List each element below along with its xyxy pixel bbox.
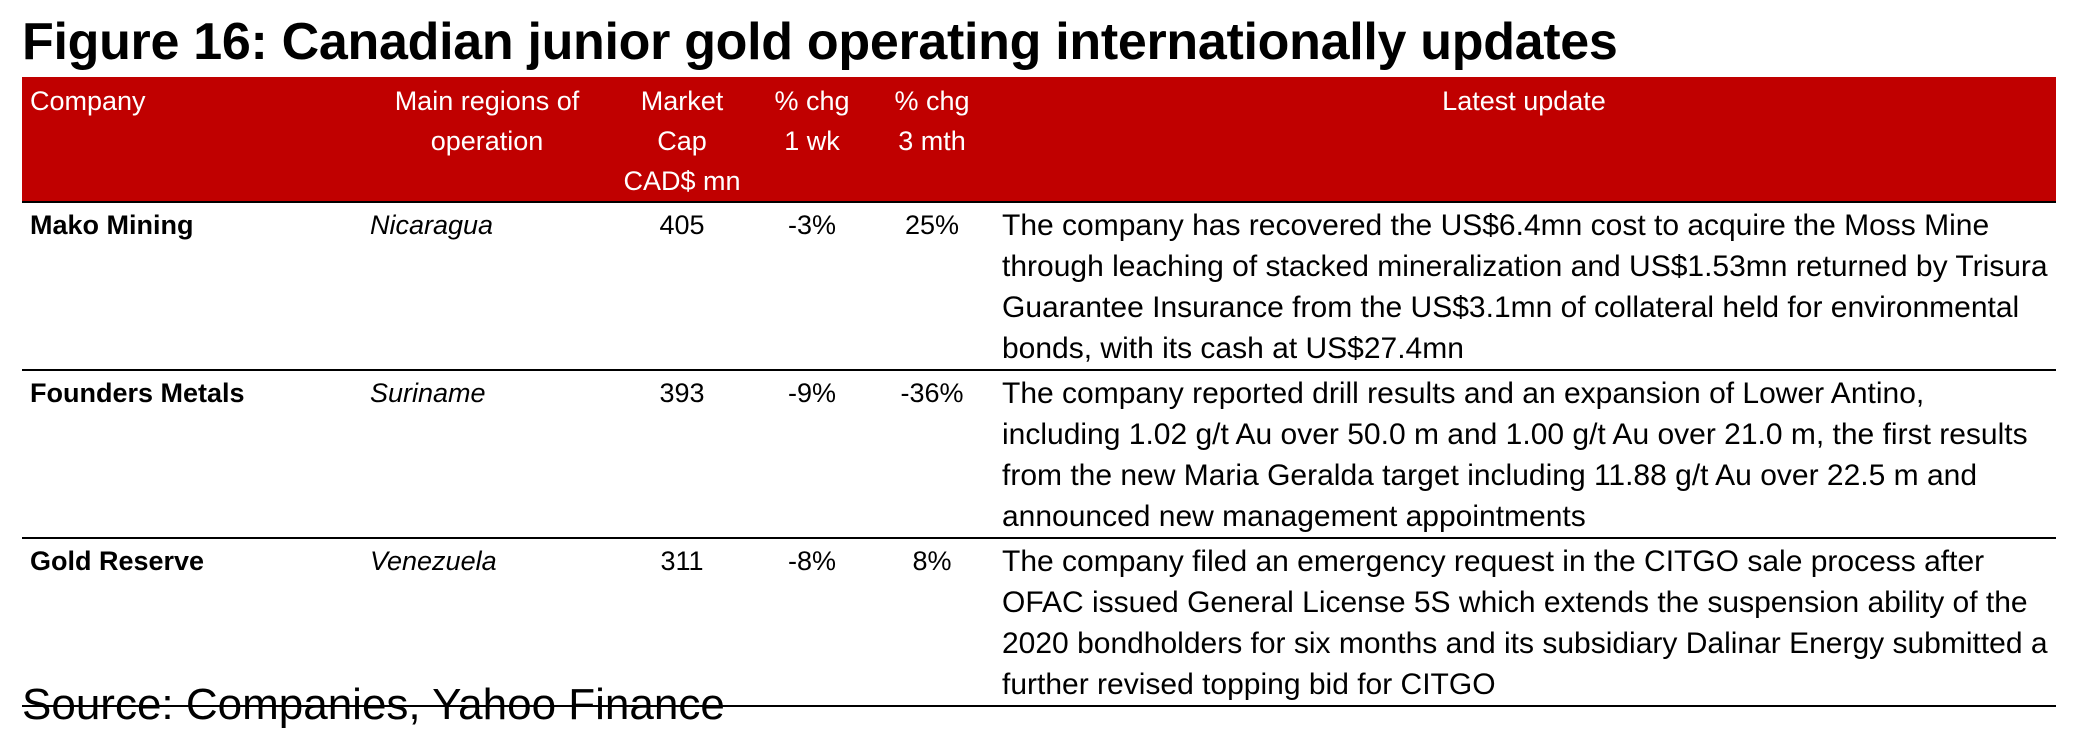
header-regions-line1: Main regions of xyxy=(394,86,580,116)
header-market-cap-line2: CAD$ mn xyxy=(623,166,741,196)
chg-1wk: -9% xyxy=(787,378,836,408)
latest-update: The company filed an emergency request i… xyxy=(1002,545,2048,701)
chg-1wk: -3% xyxy=(787,210,836,240)
latest-update: The company reported drill results and a… xyxy=(1002,377,2028,533)
header-company: Company xyxy=(22,77,362,202)
header-latest-update: Latest update xyxy=(992,77,2056,202)
table-body: Mako Mining Nicaragua 405 -3% 25% The co… xyxy=(22,202,2056,706)
header-chg-3mth-line1: % chg xyxy=(894,86,970,116)
header-regions: Main regions of operation xyxy=(362,77,612,202)
company-name: Gold Reserve xyxy=(30,546,205,576)
chg-1wk: -8% xyxy=(787,546,836,576)
chg-3mth: 25% xyxy=(904,210,960,240)
market-cap: 311 xyxy=(660,546,704,576)
region: Nicaragua xyxy=(370,210,494,240)
region: Venezuela xyxy=(370,546,497,576)
table-row: Mako Mining Nicaragua 405 -3% 25% The co… xyxy=(22,202,2056,370)
header-chg-1wk-line2: 1 wk xyxy=(784,126,840,156)
table-row: Gold Reserve Venezuela 311 -8% 8% The co… xyxy=(22,538,2056,706)
source-note: Source: Companies, Yahoo Finance xyxy=(22,680,725,729)
company-name: Founders Metals xyxy=(30,378,245,408)
header-chg-1wk: % chg 1 wk xyxy=(752,77,872,202)
chg-3mth: 8% xyxy=(912,546,952,576)
market-cap: 393 xyxy=(659,378,705,408)
updates-table: Company Main regions of operation Market… xyxy=(22,77,2056,707)
figure-title: Figure 16: Canadian junior gold operatin… xyxy=(22,13,1618,71)
header-market-cap-line1: Market Cap xyxy=(640,86,724,156)
company-name: Mako Mining xyxy=(30,210,194,240)
header-chg-1wk-line1: % chg xyxy=(774,86,850,116)
table-row: Founders Metals Suriname 393 -9% -36% Th… xyxy=(22,370,2056,538)
region: Suriname xyxy=(370,378,486,408)
market-cap: 405 xyxy=(659,210,705,240)
header-regions-line2: operation xyxy=(430,126,544,156)
header-market-cap: Market Cap CAD$ mn xyxy=(612,77,752,202)
table-header: Company Main regions of operation Market… xyxy=(22,77,2056,202)
chg-3mth: -36% xyxy=(900,378,964,408)
header-chg-3mth-line2: 3 mth xyxy=(898,126,966,156)
header-chg-3mth: % chg 3 mth xyxy=(872,77,992,202)
header-row: Company Main regions of operation Market… xyxy=(22,77,2056,202)
latest-update: The company has recovered the US$6.4mn c… xyxy=(1002,209,2048,365)
